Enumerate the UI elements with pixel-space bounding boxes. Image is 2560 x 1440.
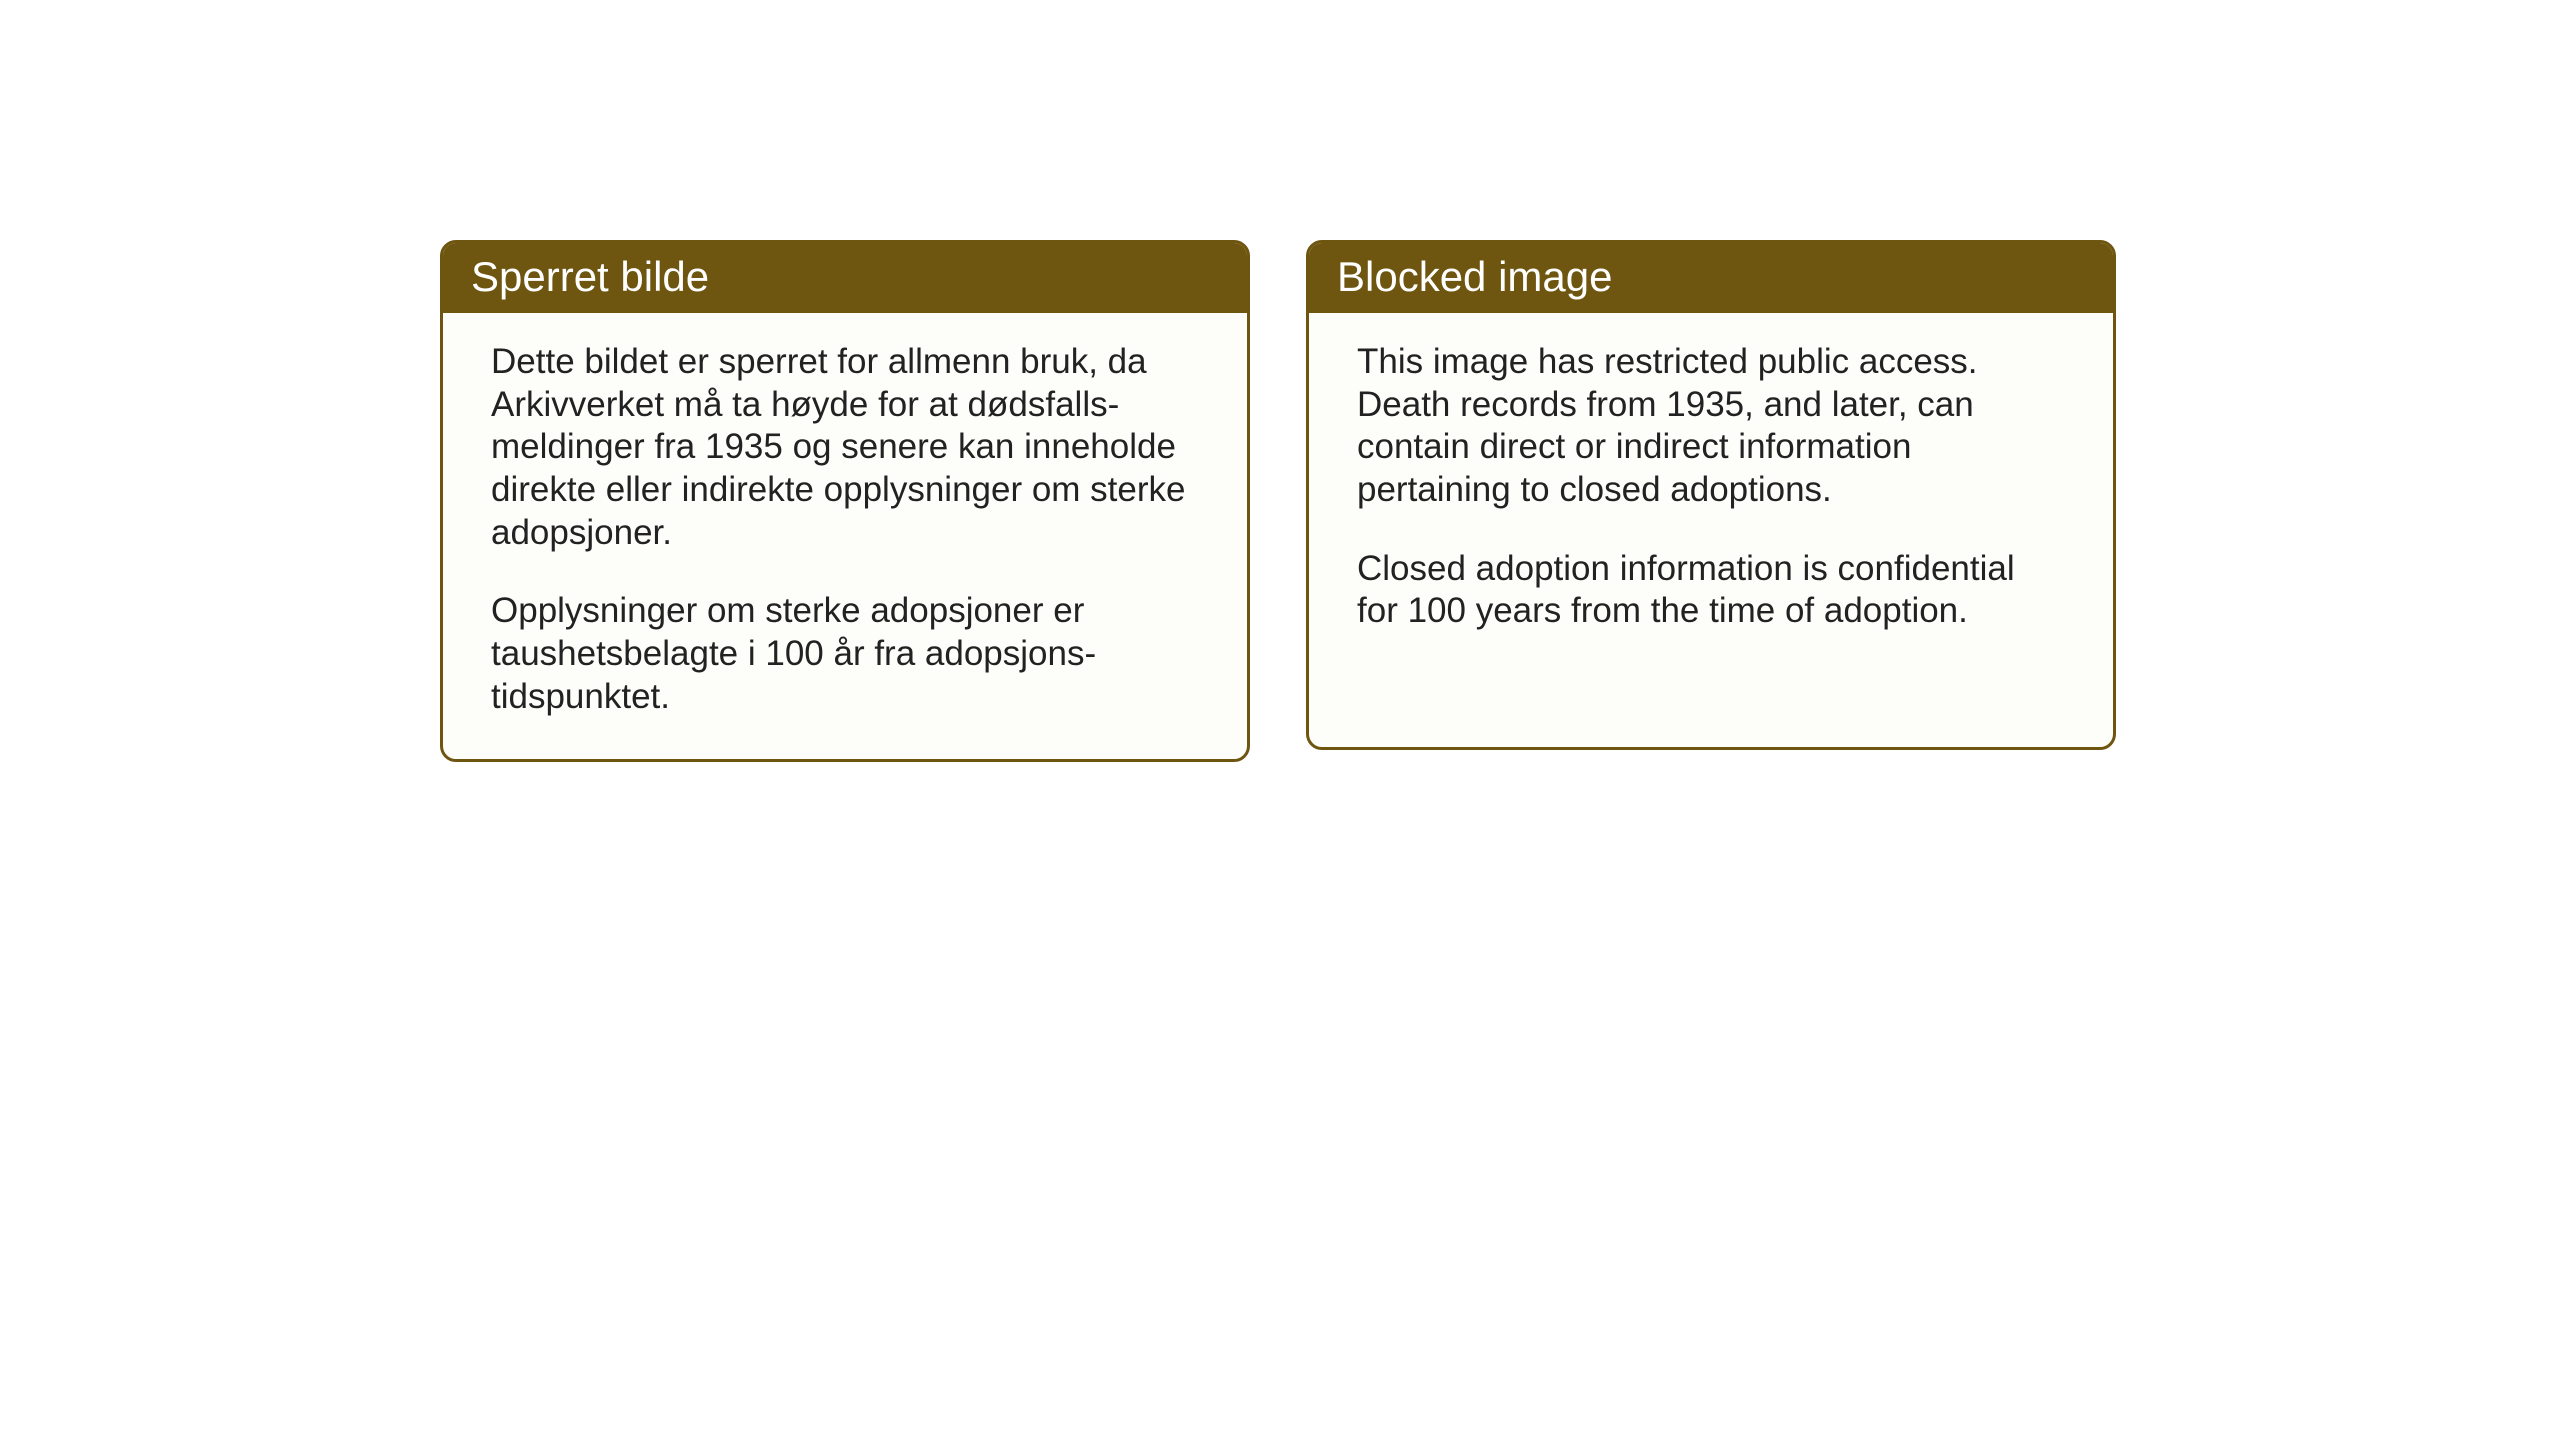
cards-container: Sperret bilde Dette bildet er sperret fo… <box>440 240 2116 762</box>
card-paragraph: This image has restricted public access.… <box>1357 341 2065 512</box>
card-title: Sperret bilde <box>471 253 709 300</box>
card-paragraph: Closed adoption information is confident… <box>1357 548 2065 633</box>
card-paragraph: Opplysninger om sterke adopsjoner er tau… <box>491 590 1199 718</box>
card-title: Blocked image <box>1337 253 1612 300</box>
card-header-english: Blocked image <box>1309 243 2113 313</box>
card-norwegian: Sperret bilde Dette bildet er sperret fo… <box>440 240 1250 762</box>
card-english: Blocked image This image has restricted … <box>1306 240 2116 750</box>
card-paragraph: Dette bildet er sperret for allmenn bruk… <box>491 341 1199 554</box>
card-body-norwegian: Dette bildet er sperret for allmenn bruk… <box>443 313 1247 759</box>
card-header-norwegian: Sperret bilde <box>443 243 1247 313</box>
card-body-english: This image has restricted public access.… <box>1309 313 2113 673</box>
